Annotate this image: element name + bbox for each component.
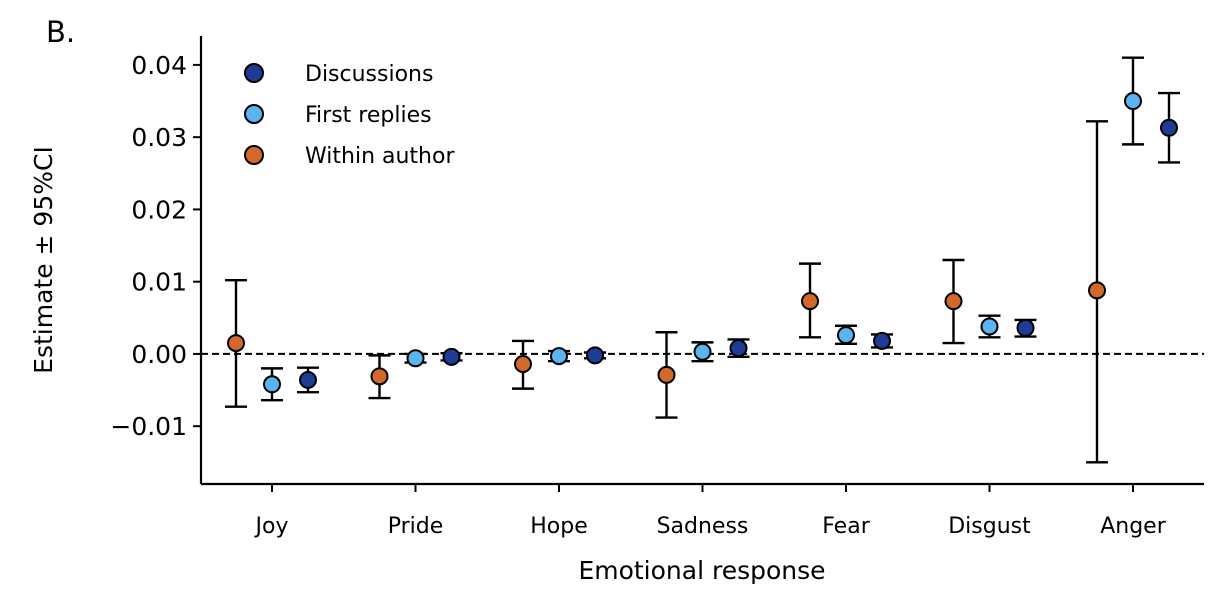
x-axis-label: Emotional response (578, 556, 825, 585)
legend-marker (244, 145, 264, 165)
data-point (1016, 318, 1035, 337)
y-tick-label: 0.01 (131, 268, 187, 297)
legend-marker (244, 63, 264, 83)
data-point (406, 349, 425, 368)
data-point (944, 292, 963, 311)
x-axis-ticks: Joy Pride Hope Sadness Fear Disgust Anger (254, 484, 1167, 539)
data-point (370, 367, 389, 386)
y-axis-ticks: −0.01 0.00 0.01 0.02 0.03 0.04 (110, 51, 201, 441)
data-point (514, 355, 532, 374)
data-point (1088, 281, 1106, 300)
series-discussions (297, 91, 1180, 394)
legend-label: Discussions (305, 62, 433, 87)
y-axis-label: Estimate ± 95%CI (29, 146, 58, 374)
y-tick-label: 0.03 (131, 123, 187, 152)
y-tick-label: 0.00 (131, 340, 187, 369)
data-point (837, 326, 855, 345)
legend: Discussions First replies Within author (244, 62, 455, 169)
y-tick-label: 0.04 (131, 51, 187, 80)
data-point (263, 375, 281, 394)
legend-marker (244, 104, 264, 124)
x-tick-label: Pride (388, 514, 444, 539)
data-point (980, 317, 999, 336)
x-tick-label: Fear (822, 514, 870, 539)
series-first-replies (261, 56, 1144, 402)
legend-label: First replies (305, 103, 432, 128)
x-tick-label: Disgust (948, 514, 1031, 539)
x-tick-label: Anger (1100, 514, 1166, 539)
data-point (442, 347, 461, 366)
y-tick-label: 0.02 (131, 195, 187, 224)
data-marks (225, 56, 1180, 464)
data-point (550, 347, 568, 366)
y-tick-label: −0.01 (110, 412, 187, 441)
x-tick-label: Sadness (657, 514, 749, 539)
x-tick-label: Joy (254, 514, 289, 539)
data-point (1160, 118, 1178, 137)
data-point (729, 339, 748, 358)
legend-label: Within author (305, 144, 455, 169)
data-point (693, 342, 712, 361)
panel-label: B. (46, 15, 75, 49)
series-within-author (225, 120, 1108, 464)
data-point (586, 346, 604, 365)
data-point (801, 292, 819, 311)
data-point (1124, 92, 1142, 111)
data-point (299, 370, 317, 389)
data-point (227, 334, 245, 353)
data-point (657, 365, 676, 384)
x-tick-label: Hope (530, 514, 588, 539)
data-point (873, 331, 891, 350)
